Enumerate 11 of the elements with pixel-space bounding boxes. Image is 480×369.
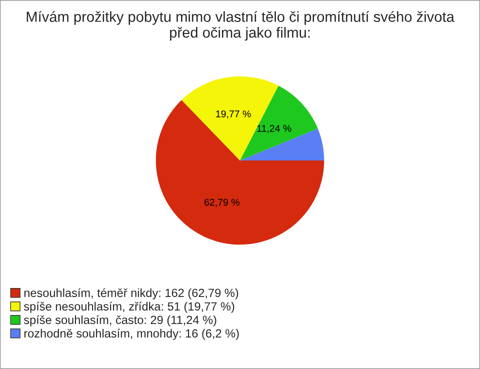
data-label: 62,79 % [204,198,240,207]
pie-slice [182,76,278,161]
legend-label: spíše nesouhlasím, zřídka: 51 (19,77 %) [24,302,234,313]
pie-slice [240,86,318,161]
legend-label: nesouhlasím, téměř nikdy: 162 (62,79 %) [24,288,238,300]
legend-label: spíše souhlasím, často: 29 (11,24 %) [24,315,216,326]
legend-label: rozhodně souhlasím, mnohdy: 16 (6,2 %) [24,328,239,340]
chart-title: Mívám prožitky pobytu mimo vlastní tělo či promítnutí svého života před očima jako filmu: [26,11,454,41]
data-label: 11,24 % [257,124,292,133]
data-label: 19,77 % [216,110,251,118]
pie-slice [156,100,324,245]
